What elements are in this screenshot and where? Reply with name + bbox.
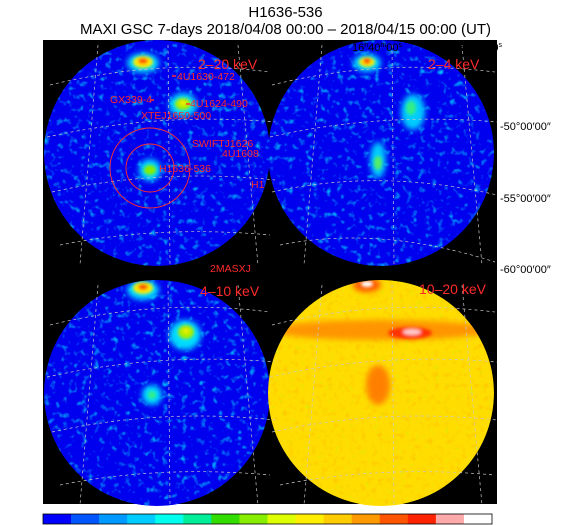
ra-label-16h40m: 16h40m00s xyxy=(352,42,403,54)
colorbar-swatch xyxy=(435,514,465,524)
colorbar-swatch xyxy=(239,514,268,524)
colorbar-swatch xyxy=(183,514,212,524)
colorbar-swatch xyxy=(463,514,493,524)
source-label-gx339: GX339-4 xyxy=(110,94,152,106)
colorbar-swatch xyxy=(323,514,352,524)
source-label-h1: H1 xyxy=(251,179,265,191)
ra-label-17h20m: 17h20m00s xyxy=(252,42,303,54)
source-label-swiftj1626: SWIFTJ1626 xyxy=(192,138,253,150)
colorbar-swatch xyxy=(351,514,381,524)
colorbar-swatch xyxy=(99,514,128,524)
observation-subtitle: MAXI GSC 7-days 2018/04/08 00:00 – 2018/… xyxy=(79,21,492,38)
panel-2-20kev xyxy=(44,40,270,266)
colorbar-swatch xyxy=(43,514,72,524)
band-label-2-4kev: 2–4 keV xyxy=(428,56,480,72)
source-label-2masxj: 2MASXJ xyxy=(210,263,251,275)
colorbar-swatch xyxy=(155,514,184,524)
source-label-xtej1650: XTEJ1650-500 xyxy=(141,110,211,122)
colorbar-swatch xyxy=(71,514,100,524)
source-label-4u1624: 4U1624-490 xyxy=(190,98,248,110)
colorbar-swatch xyxy=(407,514,437,524)
source-region-circles xyxy=(109,127,191,209)
source-title: H1636-536 xyxy=(248,4,323,21)
dec-label-minus50: -50°00′00″ xyxy=(500,121,551,133)
ra-label-16h00m: 16h00m00s xyxy=(452,42,503,54)
colorbar-swatch xyxy=(267,514,296,524)
colorbar-swatch xyxy=(127,514,156,524)
panel-10-20kev xyxy=(268,280,494,506)
band-label-2-20kev: 2–20 keV xyxy=(198,56,258,72)
colorbar-swatch xyxy=(379,514,409,524)
panel-2-4kev xyxy=(268,40,494,266)
source-label-4u1608: 4U1608 xyxy=(222,148,259,160)
dec-label-minus60: -60°00′00″ xyxy=(500,264,551,276)
source-label-h1636: H1636-536 xyxy=(159,163,211,175)
colorbar-swatch xyxy=(295,514,324,524)
coordinate-grid xyxy=(46,44,498,506)
source-markers xyxy=(150,75,190,105)
band-label-10-20kev: 10–20 keV xyxy=(419,281,487,297)
band-label-4-10kev: 4–10 keV xyxy=(200,283,260,299)
colorbar xyxy=(42,513,493,525)
colorbar-swatch xyxy=(211,514,240,524)
colorbar-border xyxy=(42,513,493,525)
source-label-4u1630: 4U1630-472 xyxy=(177,71,235,83)
dec-label-minus55: -55°00′00″ xyxy=(500,193,551,205)
panel-4-10kev xyxy=(44,280,270,506)
